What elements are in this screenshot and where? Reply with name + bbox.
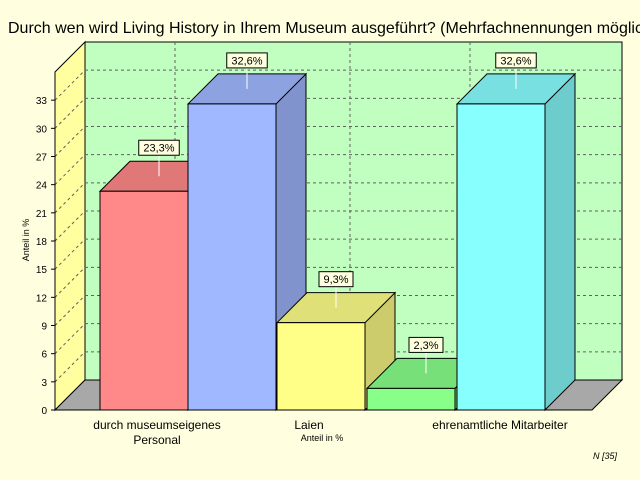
data-label: 32,6% (500, 55, 531, 67)
bar-side (544, 72, 576, 412)
bar-front (276, 322, 366, 411)
data-label: 2,3% (413, 340, 438, 352)
gridline-side (54, 69, 86, 101)
bar-front (456, 103, 546, 411)
data-labels: 23,3% 32,6% 9,3% 2,3% 32,6% (138, 52, 537, 374)
gridline-side (54, 126, 86, 157)
y-tick-label: 33 (36, 96, 48, 107)
gridline-side (54, 210, 86, 242)
data-label: 9,3% (323, 274, 348, 286)
y-tick-label: 27 (36, 153, 48, 164)
y-tick-label: 15 (36, 265, 48, 276)
y-tick-label: 21 (36, 209, 48, 220)
bar-front (99, 190, 189, 411)
gridline-side (54, 351, 86, 383)
y-axis-title: Anteil in % (21, 219, 31, 262)
x-axis-title: Anteil in % (301, 433, 344, 443)
data-label-box (495, 52, 537, 69)
gridline-side (54, 154, 86, 186)
y-tick-label: 6 (41, 350, 47, 361)
x-category-label: Personal (133, 433, 180, 447)
sample-size-note: N [35] (593, 451, 618, 461)
y-tick-label: 0 (41, 406, 47, 417)
x-category-label: ehrenamtliche Mitarbeiter (432, 418, 567, 432)
x-category-label: durch museumseigenes (93, 418, 220, 432)
y-tick-label: 3 (41, 378, 47, 389)
gridline-side (54, 295, 86, 326)
y-tick-label: 12 (36, 293, 48, 304)
data-label-box (138, 139, 180, 156)
y-tick-label: 18 (36, 237, 48, 248)
bar-front (187, 103, 277, 411)
chart-title: Durch wen wird Living History in Ihrem M… (8, 20, 640, 37)
bar-front (366, 387, 456, 411)
y-axis: 0 3 6 9 12 15 18 21 24 27 30 33 (36, 72, 56, 417)
y-tick-label: 30 (36, 124, 48, 135)
gridline-side (54, 238, 86, 270)
side-wall (54, 40, 86, 412)
gridline-side (54, 266, 86, 298)
gridline-side (54, 323, 86, 355)
x-category-label: Laien (294, 418, 323, 432)
y-tick-label: 24 (36, 181, 48, 192)
data-label: 23,3% (143, 143, 174, 155)
data-label-box (226, 52, 268, 69)
gridline-side (54, 97, 86, 129)
y-tick-label: 9 (41, 322, 47, 333)
data-label-box (318, 271, 354, 288)
bar (455, 72, 577, 412)
data-label: 32,6% (231, 55, 262, 67)
gridline-side (54, 182, 86, 214)
data-label-box (408, 336, 444, 353)
